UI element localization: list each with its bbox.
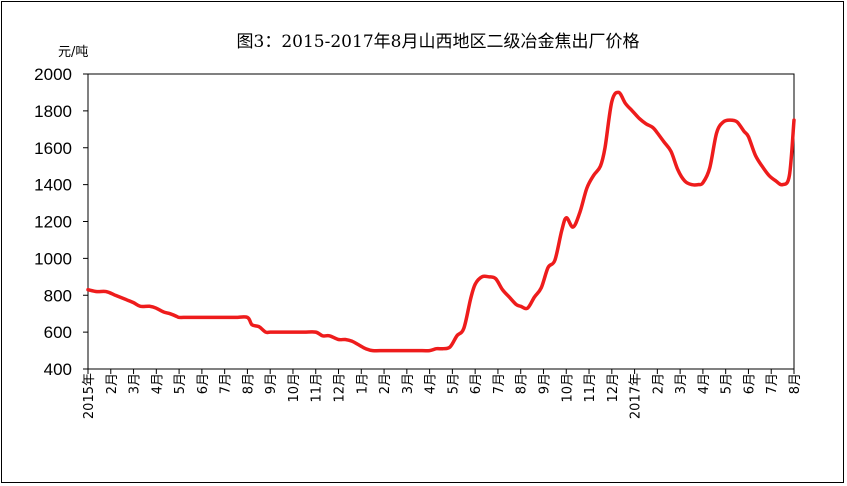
x-tick-label: 7月	[492, 373, 507, 394]
x-tick-label: 8月	[788, 373, 803, 394]
x-tick-label: 7月	[765, 373, 780, 394]
y-tick-label: 1200	[34, 213, 72, 232]
x-tick-label: 6月	[469, 373, 484, 394]
y-tick-label: 2000	[34, 65, 72, 84]
x-tick-label: 3月	[401, 373, 416, 394]
x-tick-label: 2月	[378, 373, 393, 394]
series-layer	[86, 90, 796, 353]
y-axis: 400 600 800 1000 1200 1400 1600 1800 2000	[34, 65, 88, 379]
x-tick-label: 11月	[583, 373, 598, 403]
x-tick-label: 3月	[674, 373, 689, 394]
y-tick-label: 400	[44, 360, 72, 379]
x-axis: 2015年 2月 3月 4月 5月 6月 7月 8月 9月 10月 11月 12月 1月 2月 3月 4月 5月…	[82, 369, 803, 419]
chart-title: 图3：2015-2017年8月山西地区二级冶金焦出厂价格	[237, 32, 640, 52]
x-tick-label: 1月	[355, 373, 370, 394]
x-tick-label: 10月	[560, 373, 575, 403]
x-tick-label: 9月	[537, 373, 552, 394]
x-tick-label: 7月	[219, 373, 234, 394]
x-tick-label: 5月	[173, 373, 188, 394]
x-tick-label: 2月	[651, 373, 666, 394]
x-tick-label: 12月	[333, 373, 348, 403]
x-tick-label: 2月	[105, 373, 120, 394]
x-tick-label: 4月	[424, 373, 439, 394]
x-tick-label: 3月	[128, 373, 143, 394]
x-tick-label: 8月	[241, 373, 256, 394]
plot-area	[87, 73, 795, 370]
x-tick-label: 4月	[697, 373, 712, 394]
y-tick-label: 1600	[34, 139, 72, 158]
x-tick-label: 4月	[150, 373, 165, 394]
price-series-line	[86, 90, 796, 353]
y-tick-label: 1000	[34, 249, 72, 268]
y-tick-label: 1800	[34, 102, 72, 121]
y-tick-label: 600	[44, 323, 72, 342]
x-tick-label: 2015年	[82, 373, 97, 419]
y-tick-label: 800	[44, 286, 72, 305]
y-tick-label: 1400	[34, 176, 72, 195]
x-tick-label: 5月	[446, 373, 461, 394]
x-tick-label: 2017年	[629, 373, 644, 419]
x-tick-label: 8月	[515, 373, 530, 394]
x-tick-label: 11月	[310, 373, 325, 403]
x-tick-label: 6月	[742, 373, 757, 394]
x-tick-label: 10月	[287, 373, 302, 403]
x-tick-label: 5月	[720, 373, 735, 394]
x-tick-label: 9月	[264, 373, 279, 394]
y-axis-label: 元/吨	[58, 45, 88, 60]
x-tick-label: 6月	[196, 373, 211, 394]
x-tick-label: 12月	[606, 373, 621, 403]
